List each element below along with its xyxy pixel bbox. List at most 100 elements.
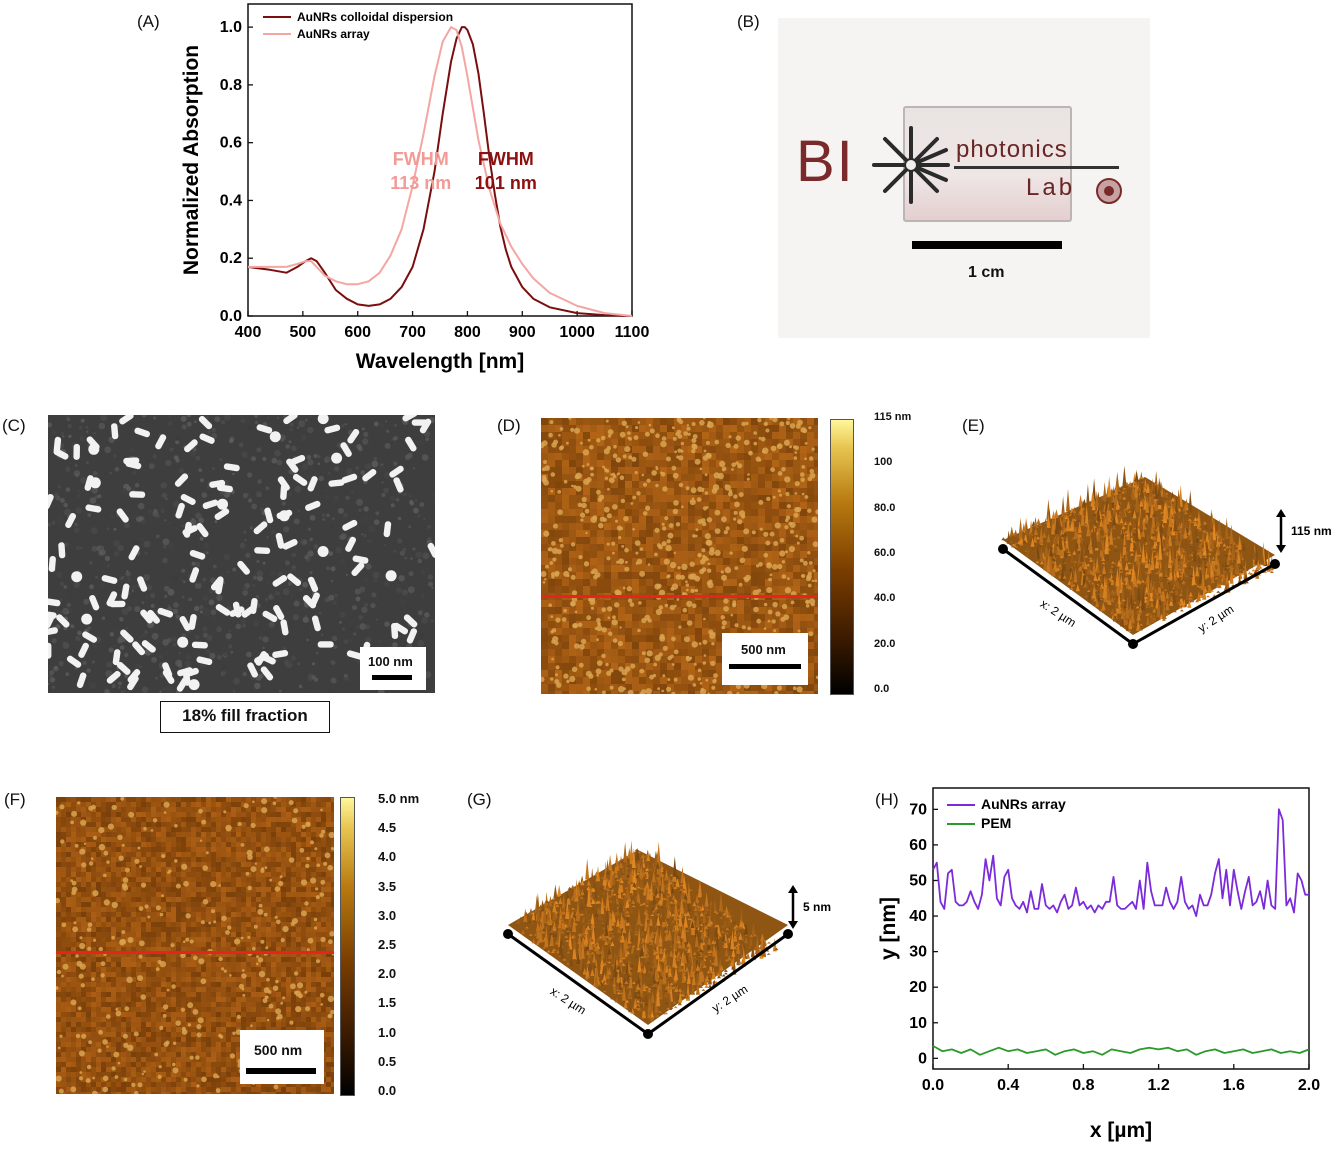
x-tick-label: 900 [509,324,536,341]
y-tick-label: 30 [909,944,927,961]
arrow-head [998,544,1008,554]
fwhm-annotation: FWHM [478,149,534,169]
legend-label: AuNRs array [981,796,1066,812]
y-tick-label: 40 [909,908,927,925]
x-tick-label: 1.6 [1223,1077,1245,1094]
colorbar-tick-label: 4.5 [378,820,397,836]
y-tick-label: 1.0 [220,19,242,36]
scale-label-c: 100 nm [368,654,413,669]
surface-spikes [516,840,779,1022]
afm-3d-surface-g: x: 2 µm y: 2 µm5 nm [503,840,831,1039]
arrow-head [1128,639,1138,649]
x-axis-arrow [507,932,649,1036]
y-tick-label: 60 [909,837,927,854]
x-tick-label: 400 [235,324,262,341]
profile-line-d [541,595,818,598]
scale-box-c [360,647,426,690]
colorbar-tick-label: 80.0 [874,501,896,514]
scale-bar-f [246,1068,316,1074]
logo-seal-icon [1096,178,1122,204]
y-axis-arrow [1132,562,1276,646]
sem-noise [48,415,435,693]
sample-photo: BI photonics Lab 1 cm [778,18,1150,338]
panel-f-label: (F) [4,790,26,809]
arrow-head [1270,559,1280,569]
arrow-head [788,885,798,893]
colorbar-tick-label: 3.0 [378,907,397,923]
colorbar-tick-label: 40.0 [874,592,896,605]
colorbar-d [830,419,854,695]
scale-bar-b [912,241,1062,249]
y-axis-label: Normalized Absorption [180,45,203,275]
colorbar-tick-label: 5.0 nm [378,791,420,806]
y-tick-label: 50 [909,872,927,889]
profile-line-f [56,951,334,954]
y-axis-label: y [nm] [877,897,900,960]
arrow-head [1276,545,1286,553]
fwhm-value: 113 nm [390,173,451,193]
scale-bar-c [372,675,412,680]
panel-c-label: (C) [2,416,26,435]
y-tick-label: 20 [909,979,927,996]
x-tick-label: 1000 [559,324,595,341]
arrow-head [788,921,798,929]
x-axis-label: x [µm] [1090,1119,1152,1142]
y-tick-label: 0.8 [220,77,242,94]
y-tick-label: 0.0 [220,308,242,325]
arrow-head [783,929,793,939]
y-tick-label: 0.4 [220,192,242,209]
scale-label-d: 500 nm [741,642,786,657]
plot-frame [932,787,1310,1070]
colorbar-tick-label: 20.0 [874,637,896,650]
arrow-head [643,1029,653,1039]
x-tick-label: 0.8 [1072,1077,1094,1094]
logo-photonics: photonics [956,136,1068,163]
fill-fraction-label: 18% fill fraction [160,701,330,733]
panel-h-label: (H) [875,790,899,809]
afm-map-f [56,797,334,1094]
sem-image [48,415,435,693]
plot-frame [247,3,633,317]
surface-axes [998,544,1280,649]
scale-box-f [240,1030,324,1084]
height-label: 5 nm [803,900,831,914]
scale-bar-d [729,664,801,669]
colorbar-tick-label: 115 nm [874,411,912,423]
colorbar-tick-label: 2.5 [378,937,397,952]
series-line [932,808,1309,917]
series-line [247,26,633,317]
nanorods [48,415,435,692]
colorbar-tick-label: 0.0 [378,1083,397,1098]
series-line [932,1045,1310,1056]
x-axis-arrow [1002,547,1134,646]
x-tick-label: 2.0 [1298,1077,1320,1094]
x-tick-label: 0.4 [997,1077,1019,1094]
scale-label-b: 1 cm [968,264,1005,281]
y-tick-label: 70 [909,801,927,818]
y-tick-label: 0 [918,1050,927,1067]
panel-b-label: (B) [737,12,760,31]
x-tick-label: 0.0 [922,1077,944,1094]
absorption-chart: 400 500 600 700 800 900 1000 1100 0.0 0.2 0.4 0.6 0.… [180,3,650,373]
height-label: 115 nm [1291,524,1332,538]
logo-bi: BI [796,129,855,194]
x-tick-label: 1100 [615,324,650,341]
scale-box-d [722,633,808,685]
x-axis-label: Wavelength [nm] [356,350,524,373]
colorbar-f [340,797,355,1096]
surface-spikes [1001,465,1274,632]
logo-starburst-icon [872,126,950,204]
legend-label: AuNRs colloidal dispersion [297,10,453,24]
panel-d-label: (D) [497,416,521,435]
colorbar-tick-label: 3.5 [378,878,397,894]
sem-background [48,415,435,693]
y-tick-label: 0.2 [220,250,242,267]
colorbar-tick-label: 0.0 [874,683,890,695]
x-tick-label: 500 [290,324,317,341]
legend-label: PEM [981,815,1011,831]
logo-lab: Lab [1026,174,1076,201]
colorbar-tick-label: 100 [874,456,893,469]
afm-particles [541,418,818,694]
colorbar-tick-label: 4.0 [378,849,397,865]
